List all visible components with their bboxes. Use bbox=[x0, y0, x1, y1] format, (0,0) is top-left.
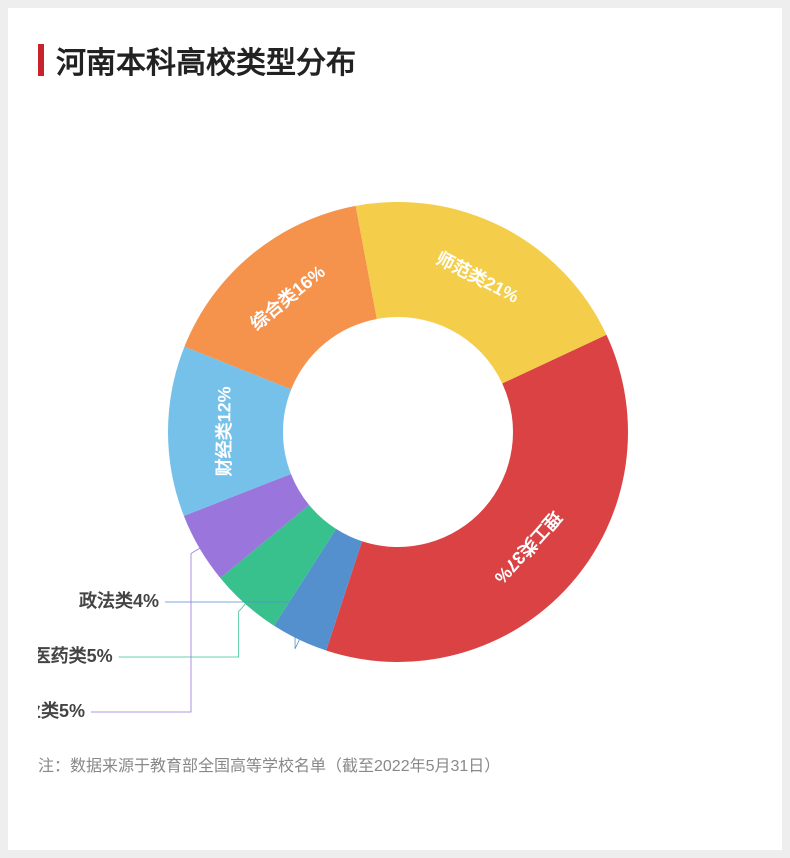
chart-title: 河南本科高校类型分布 bbox=[56, 38, 356, 82]
leader-label-政法类: 政法类4% bbox=[79, 590, 159, 611]
donut-chart: 理工类37%政法类4%医药类5%农业类5%财经类12%综合类16%师范类21% bbox=[38, 102, 752, 742]
leader-line-医药类 bbox=[119, 604, 246, 657]
donut-svg: 理工类37%政法类4%医药类5%农业类5%财经类12%综合类16%师范类21% bbox=[38, 102, 768, 742]
leader-label-医药类: 医药类5% bbox=[38, 645, 113, 666]
leader-line-农业类 bbox=[91, 548, 200, 712]
title-row: 河南本科高校类型分布 bbox=[38, 38, 752, 82]
title-accent-bar bbox=[38, 44, 44, 76]
slice-label-财经类: 财经类12% bbox=[213, 386, 234, 476]
chart-footnote: 注：数据来源于教育部全国高等学校名单（截至2022年5月31日） bbox=[38, 752, 752, 776]
donut-slice-理工类 bbox=[326, 335, 628, 662]
leader-label-农业类: 农业类5% bbox=[38, 700, 85, 721]
chart-card: 河南本科高校类型分布 理工类37%政法类4%医药类5%农业类5%财经类12%综合… bbox=[8, 8, 782, 850]
